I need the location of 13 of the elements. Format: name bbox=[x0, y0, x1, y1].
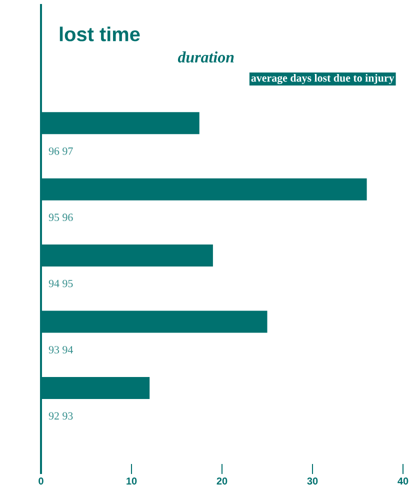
chart-subtitle: duration bbox=[178, 51, 234, 63]
y-tick-label: 95 96 bbox=[48, 214, 73, 222]
x-tick-label: 40 bbox=[398, 478, 408, 485]
y-tick-label: 92 93 bbox=[48, 412, 73, 420]
x-tick-label: 30 bbox=[307, 478, 318, 485]
chart-title: lost time bbox=[60, 26, 140, 42]
x-axis-title: average days lost due to injury bbox=[251, 74, 394, 84]
y-tick-label: 93 94 bbox=[48, 346, 73, 354]
y-tick-label: 94 95 bbox=[48, 280, 73, 288]
x-tick-label: 10 bbox=[126, 478, 137, 485]
x-tick-label: 0 bbox=[38, 478, 44, 485]
y-tick-label: 96 97 bbox=[48, 147, 73, 155]
x-tick-label: 20 bbox=[216, 478, 228, 485]
